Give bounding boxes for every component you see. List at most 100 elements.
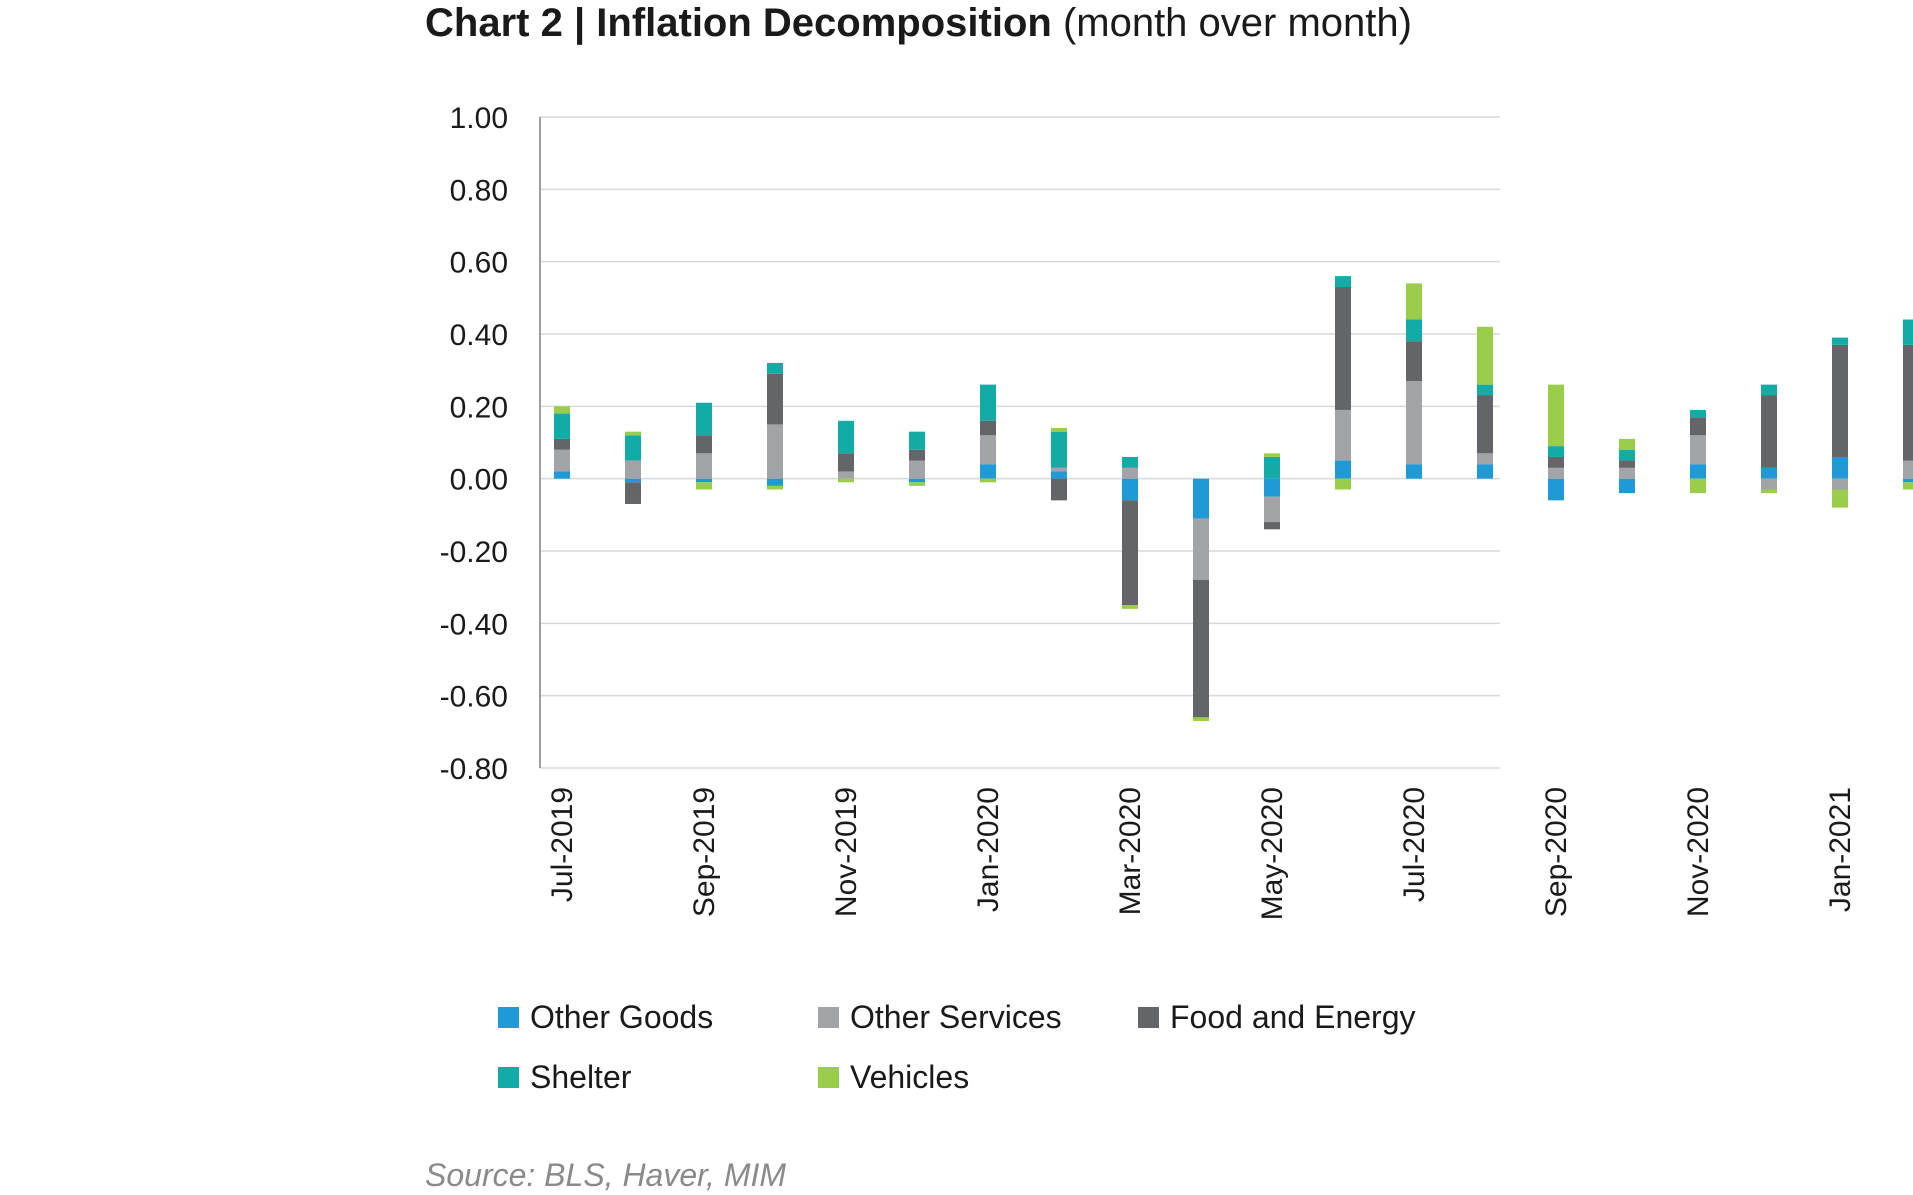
y-tick-label: 0.40 — [450, 319, 508, 352]
bar-segment-food-energy — [696, 435, 712, 454]
legend-label: Other Services — [850, 999, 1062, 1035]
bar-segment-other-services — [554, 449, 570, 472]
bar-segment-food-energy — [1264, 522, 1280, 530]
bar-segment-shelter — [1619, 449, 1635, 461]
bar-segment-other-services — [1264, 496, 1280, 523]
bar-segment-other-goods — [1690, 464, 1706, 479]
bar-segment-food-energy — [1122, 500, 1138, 606]
x-tick-label: Mar-2020 — [1114, 787, 1147, 915]
bar-segment-food-energy — [1051, 478, 1067, 501]
bar-segment-vehicles — [1335, 478, 1351, 490]
bar-segment-other-goods — [1832, 456, 1848, 479]
bar-segment-other-goods — [1406, 464, 1422, 479]
y-tick-label: -0.80 — [440, 753, 508, 786]
legend-swatch — [498, 1006, 519, 1028]
chart-title-suffix: (month over month) — [1062, 1, 1412, 45]
bar-segment-vehicles — [838, 478, 854, 483]
bar-segment-shelter — [1903, 319, 1913, 345]
bar-segment-vehicles — [1690, 478, 1706, 494]
legend-item-shelter: Shelter — [498, 1057, 631, 1097]
legend-swatch — [1138, 1006, 1159, 1028]
y-tick-label: 0.00 — [450, 464, 508, 497]
bar-segment-shelter — [696, 402, 712, 436]
chart-title: Chart 2 | Inflation Decomposition (month… — [425, 0, 1412, 46]
bar-segment-other-services — [1193, 518, 1209, 580]
bar-segment-food-energy — [1548, 456, 1564, 468]
bar-segment-other-services — [1548, 467, 1564, 479]
bar-segment-other-goods — [1619, 478, 1635, 494]
bar-segment-other-goods — [1122, 478, 1138, 501]
bar-segment-other-goods — [1477, 464, 1493, 479]
bar-segment-other-goods — [1193, 478, 1209, 519]
x-tick-label: May-2020 — [1256, 787, 1289, 920]
y-tick-label: 0.60 — [450, 247, 508, 280]
x-tick-labels: Jul-2019 Sep-2019 Nov-2019 Jan-2020 Mar-2020… — [546, 787, 1857, 920]
bar-segment-vehicles — [1619, 438, 1635, 450]
bar-segment-vehicles — [1477, 326, 1493, 385]
legend-label: Vehicles — [850, 1059, 970, 1095]
bar-segment-other-services — [625, 460, 641, 479]
bar-segment-food-energy — [1690, 417, 1706, 436]
bar-segment-shelter — [767, 362, 783, 374]
bar-segment-shelter — [1477, 384, 1493, 396]
bar-segment-shelter — [838, 420, 854, 454]
bar-segment-vehicles — [625, 431, 641, 436]
bar-segment-shelter — [1051, 431, 1067, 468]
bar-segment-other-services — [1406, 381, 1422, 465]
bar-segment-shelter — [1690, 409, 1706, 418]
bar-segment-vehicles — [980, 478, 996, 483]
x-tick-label: Jul-2019 — [546, 787, 579, 902]
bar-segment-vehicles — [1193, 717, 1209, 721]
bar-segment-other-goods — [696, 478, 712, 483]
bar-segment-other-goods — [1548, 478, 1564, 501]
bar-segment-other-services — [1903, 460, 1913, 479]
y-tick-label: 0.80 — [450, 174, 508, 207]
bar-segment-vehicles — [1832, 489, 1848, 508]
bars — [554, 276, 1913, 721]
bar-segment-vehicles — [1406, 283, 1422, 320]
bar-segment-other-services — [1761, 478, 1777, 490]
y-tick-label: -0.20 — [440, 536, 508, 569]
bar-segment-food-energy — [1477, 395, 1493, 454]
legend-label: Shelter — [530, 1059, 632, 1095]
bar-segment-vehicles — [1051, 428, 1067, 432]
bar-segment-other-goods — [554, 471, 570, 479]
bar-segment-food-energy — [1832, 344, 1848, 457]
legend-swatch — [818, 1066, 839, 1088]
legend-item-other-services: Other Services — [818, 997, 1062, 1037]
bar-segment-food-energy — [1406, 341, 1422, 382]
bar-segment-other-services — [696, 453, 712, 479]
bar-segment-other-goods — [1335, 460, 1351, 479]
bar-segment-other-goods — [1264, 478, 1280, 497]
bar-segment-vehicles — [1903, 482, 1913, 490]
bar-segment-shelter — [554, 413, 570, 439]
bar-segment-food-energy — [838, 453, 854, 472]
bar-segment-food-energy — [767, 373, 783, 425]
bar-segment-food-energy — [1903, 344, 1913, 461]
bar-segment-other-goods — [980, 464, 996, 479]
legend-label: Other Goods — [530, 999, 714, 1035]
bar-segment-other-services — [1122, 467, 1138, 479]
bar-segment-other-services — [1477, 453, 1493, 465]
legend-item-other-goods: Other Goods — [498, 997, 713, 1037]
bar-segment-other-services — [838, 471, 854, 479]
gridlines — [539, 116, 1500, 769]
bar-segment-other-services — [1051, 467, 1067, 472]
bar-segment-other-services — [767, 424, 783, 479]
bar-segment-vehicles — [767, 485, 783, 490]
bar-segment-food-energy — [1335, 286, 1351, 410]
legend-item-food-energy: Food and Energy — [1138, 997, 1416, 1037]
legend-swatch — [818, 1006, 839, 1028]
bar-segment-shelter — [1548, 446, 1564, 457]
bar-segment-other-services — [980, 435, 996, 465]
bar-segment-food-energy — [554, 438, 570, 450]
bar-segment-other-goods — [1761, 467, 1777, 479]
chart-number: Chart 2 — [425, 1, 563, 45]
bar-segment-other-services — [1832, 478, 1848, 490]
bar-segment-other-goods — [909, 478, 925, 483]
x-tick-label: Jan-2021 — [1824, 787, 1857, 912]
bar-segment-food-energy — [909, 449, 925, 461]
bar-segment-vehicles — [1122, 605, 1138, 609]
x-tick-label: Sep-2020 — [1540, 787, 1573, 917]
bar-segment-other-goods — [1051, 471, 1067, 479]
